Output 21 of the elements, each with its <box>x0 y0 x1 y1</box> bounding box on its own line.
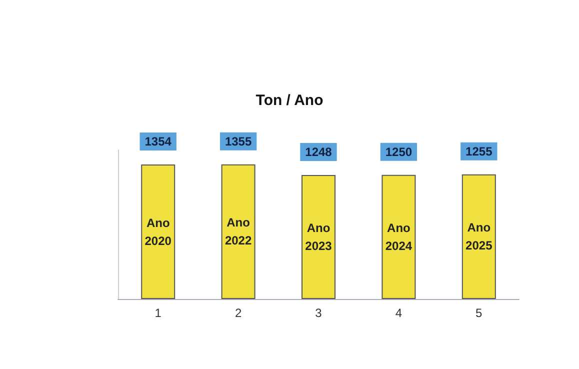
data-label: 1248 <box>305 145 332 160</box>
annotation: Ano 2025 <box>466 220 493 253</box>
x-tick-label: 1 <box>154 306 162 320</box>
data-label: 1250 <box>385 144 412 159</box>
x-tick-label: 3 <box>315 306 322 320</box>
data-label: 1355 <box>224 134 252 148</box>
bar <box>141 164 176 299</box>
annotation: Ano 2023 <box>305 221 332 254</box>
annotation: Ano 2020 <box>144 216 172 248</box>
data-label: 1354 <box>144 134 172 149</box>
data-label: 1255 <box>466 144 493 158</box>
x-tick-label: 4 <box>395 306 402 320</box>
x-tick-label: 2 <box>234 306 242 320</box>
annotation: Ano 2024 <box>385 220 412 253</box>
annotation: Ano 2022 <box>224 216 252 248</box>
x-tick-label: 5 <box>476 306 483 320</box>
bar <box>462 174 496 299</box>
bar <box>302 175 336 299</box>
bar <box>382 174 416 299</box>
bar <box>221 164 256 299</box>
chart-title: Ton / Ano <box>256 92 324 109</box>
